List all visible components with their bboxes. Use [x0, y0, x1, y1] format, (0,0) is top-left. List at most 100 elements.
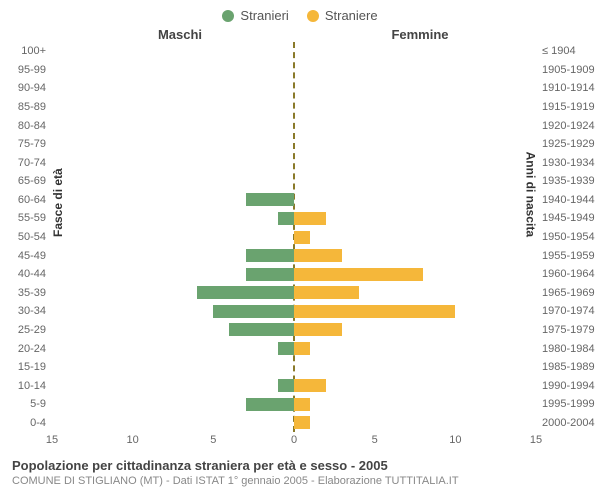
x-tick-label: 5 — [210, 434, 216, 446]
legend-label-male: Stranieri — [240, 8, 288, 23]
x-tick-label: 10 — [127, 434, 139, 446]
age-tick-label: 35-39 — [18, 287, 52, 299]
x-tick-label: 10 — [449, 434, 461, 446]
pyramid-row: 80-841920-1924 — [52, 116, 536, 135]
year-tick-label: 1975-1979 — [536, 324, 595, 336]
legend-item-male: Stranieri — [222, 8, 288, 23]
x-axis: 15105051015 — [52, 432, 536, 452]
bar-female — [294, 323, 342, 336]
year-tick-label: ≤ 1904 — [536, 45, 576, 57]
bar-male — [278, 212, 294, 225]
age-tick-label: 45-49 — [18, 250, 52, 262]
age-tick-label: 25-29 — [18, 324, 52, 336]
bar-female — [294, 249, 342, 262]
year-tick-label: 1995-1999 — [536, 398, 595, 410]
pyramid-row: 15-191985-1989 — [52, 358, 536, 377]
pyramid-row: 50-541950-1954 — [52, 228, 536, 247]
age-tick-label: 65-69 — [18, 175, 52, 187]
bar-male — [197, 286, 294, 299]
age-tick-label: 80-84 — [18, 120, 52, 132]
year-tick-label: 1935-1939 — [536, 175, 595, 187]
year-tick-label: 1915-1919 — [536, 101, 595, 113]
legend: Stranieri Straniere — [0, 0, 600, 27]
year-tick-label: 2000-2004 — [536, 417, 595, 429]
age-tick-label: 40-44 — [18, 268, 52, 280]
age-tick-label: 50-54 — [18, 231, 52, 243]
plot-area: Fasce di età Anni di nascita 100+≤ 19049… — [52, 42, 536, 432]
bar-female — [294, 212, 326, 225]
bar-male — [278, 342, 294, 355]
pyramid-row: 55-591945-1949 — [52, 209, 536, 228]
year-tick-label: 1910-1914 — [536, 82, 595, 94]
pyramid-row: 95-991905-1909 — [52, 61, 536, 80]
caption: Popolazione per cittadinanza straniera p… — [0, 452, 600, 487]
pyramid-row: 85-891915-1919 — [52, 98, 536, 117]
year-tick-label: 1965-1969 — [536, 287, 595, 299]
age-tick-label: 30-34 — [18, 305, 52, 317]
x-tick-label: 0 — [291, 434, 297, 446]
age-tick-label: 85-89 — [18, 101, 52, 113]
age-tick-label: 60-64 — [18, 194, 52, 206]
legend-swatch-female — [307, 10, 319, 22]
bar-female — [294, 286, 359, 299]
bar-male — [213, 305, 294, 318]
age-tick-label: 75-79 — [18, 138, 52, 150]
year-tick-label: 1930-1934 — [536, 157, 595, 169]
caption-title: Popolazione per cittadinanza straniera p… — [12, 458, 588, 473]
year-tick-label: 1905-1909 — [536, 64, 595, 76]
age-tick-label: 20-24 — [18, 343, 52, 355]
year-tick-label: 1945-1949 — [536, 212, 595, 224]
caption-sub: COMUNE DI STIGLIANO (MT) - Dati ISTAT 1°… — [12, 473, 588, 487]
pyramid-row: 45-491955-1959 — [52, 246, 536, 265]
x-tick-label: 5 — [372, 434, 378, 446]
age-tick-label: 5-9 — [30, 398, 52, 410]
pyramid-row: 65-691935-1939 — [52, 172, 536, 191]
age-tick-label: 0-4 — [30, 417, 52, 429]
pyramid-row: 100+≤ 1904 — [52, 42, 536, 61]
legend-item-female: Straniere — [307, 8, 378, 23]
pyramid-row: 75-791925-1929 — [52, 135, 536, 154]
header-male: Maschi — [60, 27, 300, 42]
year-tick-label: 1985-1989 — [536, 361, 595, 373]
year-tick-label: 1920-1924 — [536, 120, 595, 132]
bar-male — [229, 323, 294, 336]
bar-female — [294, 379, 326, 392]
age-tick-label: 95-99 — [18, 64, 52, 76]
pyramid-row: 40-441960-1964 — [52, 265, 536, 284]
pyramid-row: 90-941910-1914 — [52, 79, 536, 98]
year-tick-label: 1925-1929 — [536, 138, 595, 150]
age-tick-label: 70-74 — [18, 157, 52, 169]
pyramid-row: 20-241980-1984 — [52, 339, 536, 358]
x-tick-label: 15 — [46, 434, 58, 446]
bar-female — [294, 398, 310, 411]
year-tick-label: 1990-1994 — [536, 380, 595, 392]
age-tick-label: 15-19 — [18, 361, 52, 373]
header-female: Femmine — [300, 27, 540, 42]
pyramid-row: 70-741930-1934 — [52, 153, 536, 172]
pyramid-row: 0-42000-2004 — [52, 414, 536, 433]
bar-female — [294, 342, 310, 355]
pyramid-row: 10-141990-1994 — [52, 376, 536, 395]
year-tick-label: 1955-1959 — [536, 250, 595, 262]
pyramid-chart: Stranieri Straniere Maschi Femmine Fasce… — [0, 0, 600, 500]
bar-male — [246, 249, 294, 262]
age-tick-label: 90-94 — [18, 82, 52, 94]
year-tick-label: 1970-1974 — [536, 305, 595, 317]
bar-male — [278, 379, 294, 392]
pyramid-row: 30-341970-1974 — [52, 302, 536, 321]
year-tick-label: 1950-1954 — [536, 231, 595, 243]
year-tick-label: 1960-1964 — [536, 268, 595, 280]
legend-swatch-male — [222, 10, 234, 22]
year-tick-label: 1940-1944 — [536, 194, 595, 206]
bar-female — [294, 231, 310, 244]
pyramid-row: 25-291975-1979 — [52, 321, 536, 340]
bar-male — [246, 398, 294, 411]
bar-male — [246, 193, 294, 206]
pyramid-row: 5-91995-1999 — [52, 395, 536, 414]
year-tick-label: 1980-1984 — [536, 343, 595, 355]
bar-female — [294, 268, 423, 281]
bar-male — [246, 268, 294, 281]
age-tick-label: 100+ — [21, 45, 52, 57]
bar-female — [294, 416, 310, 429]
pyramid-row: 35-391965-1969 — [52, 284, 536, 303]
